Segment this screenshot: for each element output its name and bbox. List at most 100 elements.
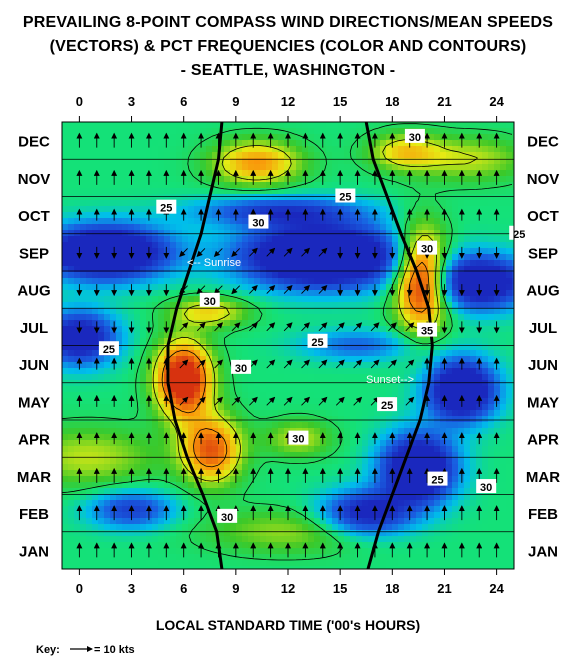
heat-cell <box>488 458 495 465</box>
heat-cell <box>368 368 375 375</box>
heat-cell <box>236 296 243 303</box>
heat-cell <box>500 236 507 243</box>
heat-cell <box>80 350 87 357</box>
heat-cell <box>386 446 393 453</box>
heat-cell <box>392 464 399 471</box>
heat-cell <box>104 446 111 453</box>
heat-cell <box>320 170 327 177</box>
heat-cell <box>260 350 267 357</box>
heat-cell <box>284 500 291 507</box>
heat-cell <box>122 500 129 507</box>
heat-cell <box>344 440 351 447</box>
heat-cell <box>314 296 321 303</box>
heat-cell <box>254 452 261 459</box>
heat-cell <box>170 146 177 153</box>
heat-cell <box>206 254 213 261</box>
heat-cell <box>512 488 514 495</box>
heat-cell <box>500 422 507 429</box>
heat-cell <box>482 230 489 237</box>
heat-cell <box>62 260 69 267</box>
heat-cell <box>170 488 177 495</box>
heat-cell <box>464 122 471 129</box>
heat-cell <box>62 248 69 255</box>
heat-cell <box>458 482 465 489</box>
heat-cell <box>92 200 99 207</box>
heat-cell <box>254 164 261 171</box>
heat-cell <box>278 398 285 405</box>
heat-cell <box>422 140 429 147</box>
heat-cell <box>284 284 291 291</box>
heat-cell <box>386 218 393 225</box>
heat-cell <box>260 368 267 375</box>
heat-cell <box>140 416 147 423</box>
heat-cell <box>140 404 147 411</box>
heat-cell <box>308 482 315 489</box>
heat-cell <box>110 134 117 141</box>
heat-cell <box>326 284 333 291</box>
heat-cell <box>464 236 471 243</box>
heat-cell <box>170 506 177 513</box>
heat-cell <box>356 494 363 501</box>
heat-cell <box>500 380 507 387</box>
heat-cell <box>356 146 363 153</box>
heat-cell <box>494 224 501 231</box>
heat-cell <box>278 164 285 171</box>
heat-cell <box>104 128 111 135</box>
heat-cell <box>278 446 285 453</box>
heat-cell <box>500 350 507 357</box>
heat-cell <box>218 182 225 189</box>
heat-cell <box>398 164 405 171</box>
heat-cell <box>416 164 423 171</box>
heat-cell <box>272 206 279 213</box>
heat-cell <box>416 314 423 321</box>
heat-cell <box>92 224 99 231</box>
heat-cell <box>206 446 213 453</box>
heat-cell <box>68 506 75 513</box>
heat-cell <box>476 494 483 501</box>
heat-cell <box>110 506 117 513</box>
heat-cell <box>194 416 201 423</box>
heat-cell <box>284 488 291 495</box>
heat-cell <box>284 128 291 135</box>
heat-cell <box>356 302 363 309</box>
heat-cell <box>80 200 87 207</box>
heat-cell <box>242 260 249 267</box>
heat-cell <box>452 176 459 183</box>
heat-cell <box>152 218 159 225</box>
heat-cell <box>242 296 249 303</box>
heat-cell <box>398 218 405 225</box>
heat-cell <box>164 422 171 429</box>
heat-cell <box>488 254 495 261</box>
heat-cell <box>218 152 225 159</box>
heat-cell <box>416 446 423 453</box>
heat-cell <box>488 338 495 345</box>
heat-cell <box>80 404 87 411</box>
heat-cell <box>278 374 285 381</box>
heat-cell <box>296 308 303 315</box>
heat-cell <box>200 452 207 459</box>
heat-cell <box>98 476 105 483</box>
heat-cell <box>188 194 195 201</box>
heat-cell <box>332 158 339 165</box>
heat-cell <box>500 500 507 507</box>
heat-cell <box>176 404 183 411</box>
heat-cell <box>266 140 273 147</box>
heat-cell <box>248 482 255 489</box>
heat-cell <box>110 200 117 207</box>
heat-cell <box>506 200 513 207</box>
heat-cell <box>110 152 117 159</box>
heat-cell <box>512 194 514 201</box>
heat-cell <box>290 500 297 507</box>
heat-cell <box>248 248 255 255</box>
heat-cell <box>140 248 147 255</box>
heat-cell <box>134 386 141 393</box>
heat-cell <box>314 440 321 447</box>
heat-cell <box>338 416 345 423</box>
heat-cell <box>398 326 405 333</box>
heat-cell <box>74 428 81 435</box>
heat-cell <box>236 476 243 483</box>
heat-cell <box>80 182 87 189</box>
heat-cell <box>488 308 495 315</box>
heat-cell <box>236 458 243 465</box>
heat-cell <box>206 452 213 459</box>
